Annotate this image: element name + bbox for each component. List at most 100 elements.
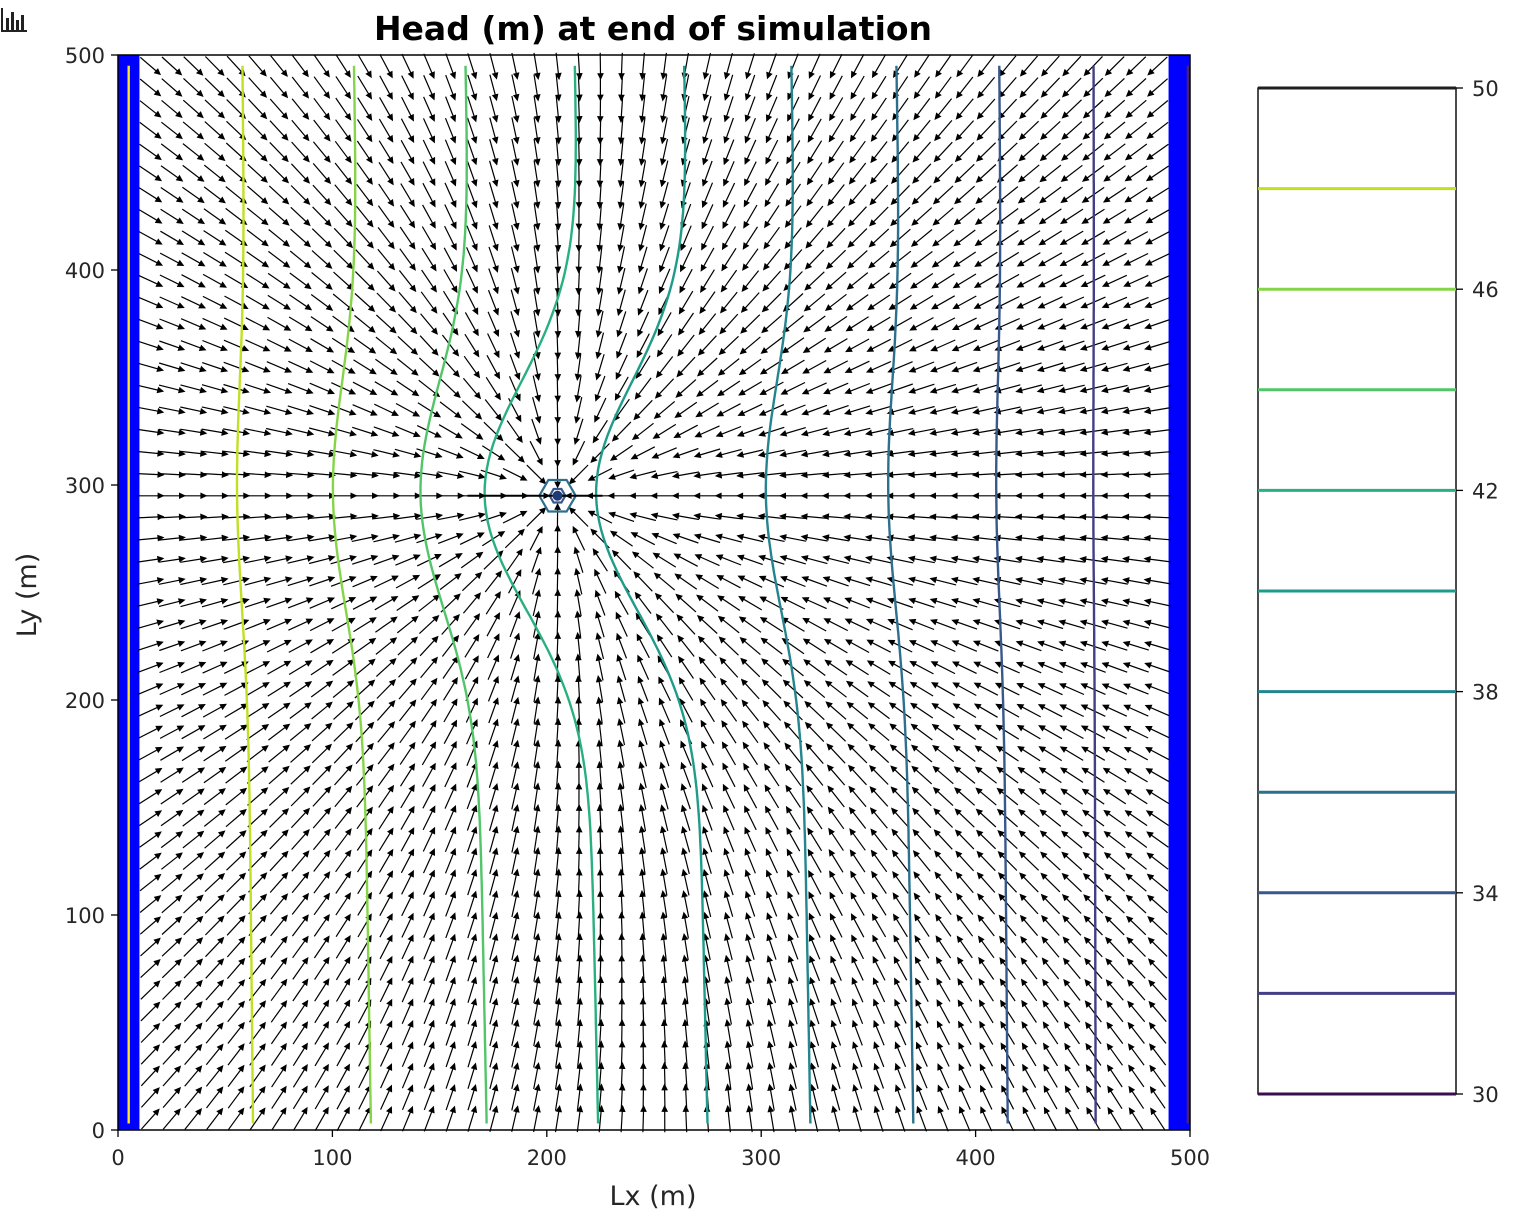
flow-arrow	[993, 534, 1021, 542]
flow-arrow	[158, 513, 186, 521]
flow-arrow	[846, 722, 868, 742]
flow-arrow	[851, 977, 864, 1003]
flow-arrow	[608, 469, 635, 480]
flow-arrow	[244, 576, 272, 586]
flow-arrow	[1058, 340, 1085, 351]
flow-arrow	[933, 808, 954, 828]
flow-arrow	[395, 574, 421, 589]
flow-arrow	[487, 311, 500, 337]
flow-arrow	[1122, 296, 1149, 309]
flow-arrow	[245, 361, 271, 373]
flow-arrow	[532, 353, 541, 381]
flow-arrow	[701, 160, 713, 187]
flow-arrow	[956, 54, 974, 78]
flow-arrow	[247, 808, 268, 828]
flow-arrow	[312, 141, 331, 163]
flow-arrow	[487, 675, 499, 702]
flow-arrow	[312, 807, 332, 829]
flow-arrow	[759, 359, 784, 375]
flow-arrow	[1106, 1000, 1124, 1023]
flow-arrow	[203, 186, 226, 204]
flow-arrow	[850, 75, 865, 100]
flow-arrow	[160, 767, 184, 783]
flow-arrow	[291, 892, 310, 915]
flow-arrow	[206, 1107, 224, 1130]
flow-arrow	[423, 1019, 435, 1046]
flow-arrow	[639, 911, 646, 939]
flow-arrow	[336, 1085, 350, 1110]
colorbar-tick-label: 50	[1472, 77, 1499, 101]
bar-chart-icon[interactable]	[0, 6, 30, 34]
flow-arrow	[227, 1021, 245, 1044]
flow-arrow	[616, 311, 627, 338]
flow-arrow	[555, 954, 562, 982]
flow-arrow	[159, 704, 185, 718]
flow-arrow	[467, 1040, 478, 1068]
flow-arrow	[181, 704, 206, 718]
flow-arrow	[702, 139, 713, 166]
flow-arrow	[849, 119, 866, 143]
flow-arrow	[373, 513, 401, 520]
flow-arrow	[288, 618, 314, 631]
flow-arrow	[183, 979, 203, 1001]
flow-arrow	[702, 826, 713, 853]
flow-arrow	[248, 978, 267, 1001]
flow-arrow	[554, 353, 562, 382]
flow-arrow	[511, 890, 520, 918]
flow-arrow	[788, 1105, 797, 1133]
flow-arrow	[744, 805, 757, 831]
flow-arrow	[1059, 704, 1084, 718]
flow-arrow	[806, 806, 823, 830]
flow-arrow	[554, 610, 562, 638]
flow-arrow	[314, 1085, 329, 1110]
flow-arrow	[421, 226, 437, 251]
flow-arrow	[511, 138, 520, 166]
flow-arrow	[312, 206, 332, 227]
flow-arrow	[674, 573, 698, 590]
flow-arrow	[974, 229, 998, 247]
flow-arrow	[976, 98, 996, 120]
flow-arrow	[828, 118, 844, 143]
flow-arrow	[180, 576, 208, 586]
flow-arrow	[1146, 831, 1169, 848]
flow-arrow	[788, 997, 798, 1025]
flow-arrow	[971, 492, 1000, 500]
flow-arrow	[721, 247, 737, 272]
flow-arrow	[1081, 746, 1106, 761]
flow-arrow	[509, 611, 521, 638]
flow-arrow	[869, 162, 888, 185]
flow-arrow	[312, 828, 331, 851]
flow-arrow	[351, 449, 379, 458]
flow-arrow	[742, 248, 759, 271]
flow-arrow	[310, 659, 334, 676]
flow-arrow	[227, 1064, 245, 1087]
flow-arrow	[736, 449, 764, 458]
flow-arrow	[1036, 450, 1064, 457]
flow-arrow	[554, 439, 561, 468]
flow-arrow	[1121, 492, 1150, 500]
flow-arrow	[445, 1062, 456, 1089]
flow-arrow	[441, 334, 460, 357]
flow-arrow	[587, 510, 613, 524]
flow-arrow	[1083, 894, 1104, 914]
flow-arrow	[912, 850, 931, 872]
flow-arrow	[974, 207, 997, 226]
flow-arrow	[270, 1021, 287, 1045]
flow-arrow	[574, 653, 582, 681]
flow-arrow	[249, 1085, 266, 1109]
flow-arrow	[330, 404, 357, 416]
flow-arrow	[466, 203, 478, 230]
flow-arrow	[532, 397, 542, 424]
flow-arrow	[972, 619, 999, 630]
flow-arrow	[1039, 142, 1061, 162]
flow-arrow	[311, 250, 333, 269]
flow-arrow	[893, 934, 908, 959]
flow-arrow	[800, 492, 828, 500]
flow-arrow	[160, 143, 184, 161]
flow-arrow	[894, 1041, 907, 1068]
flow-arrow	[867, 702, 890, 720]
flow-arrow	[825, 271, 847, 291]
flow-arrow	[489, 139, 499, 166]
flow-arrow	[313, 871, 331, 894]
flow-arrow	[931, 723, 955, 741]
